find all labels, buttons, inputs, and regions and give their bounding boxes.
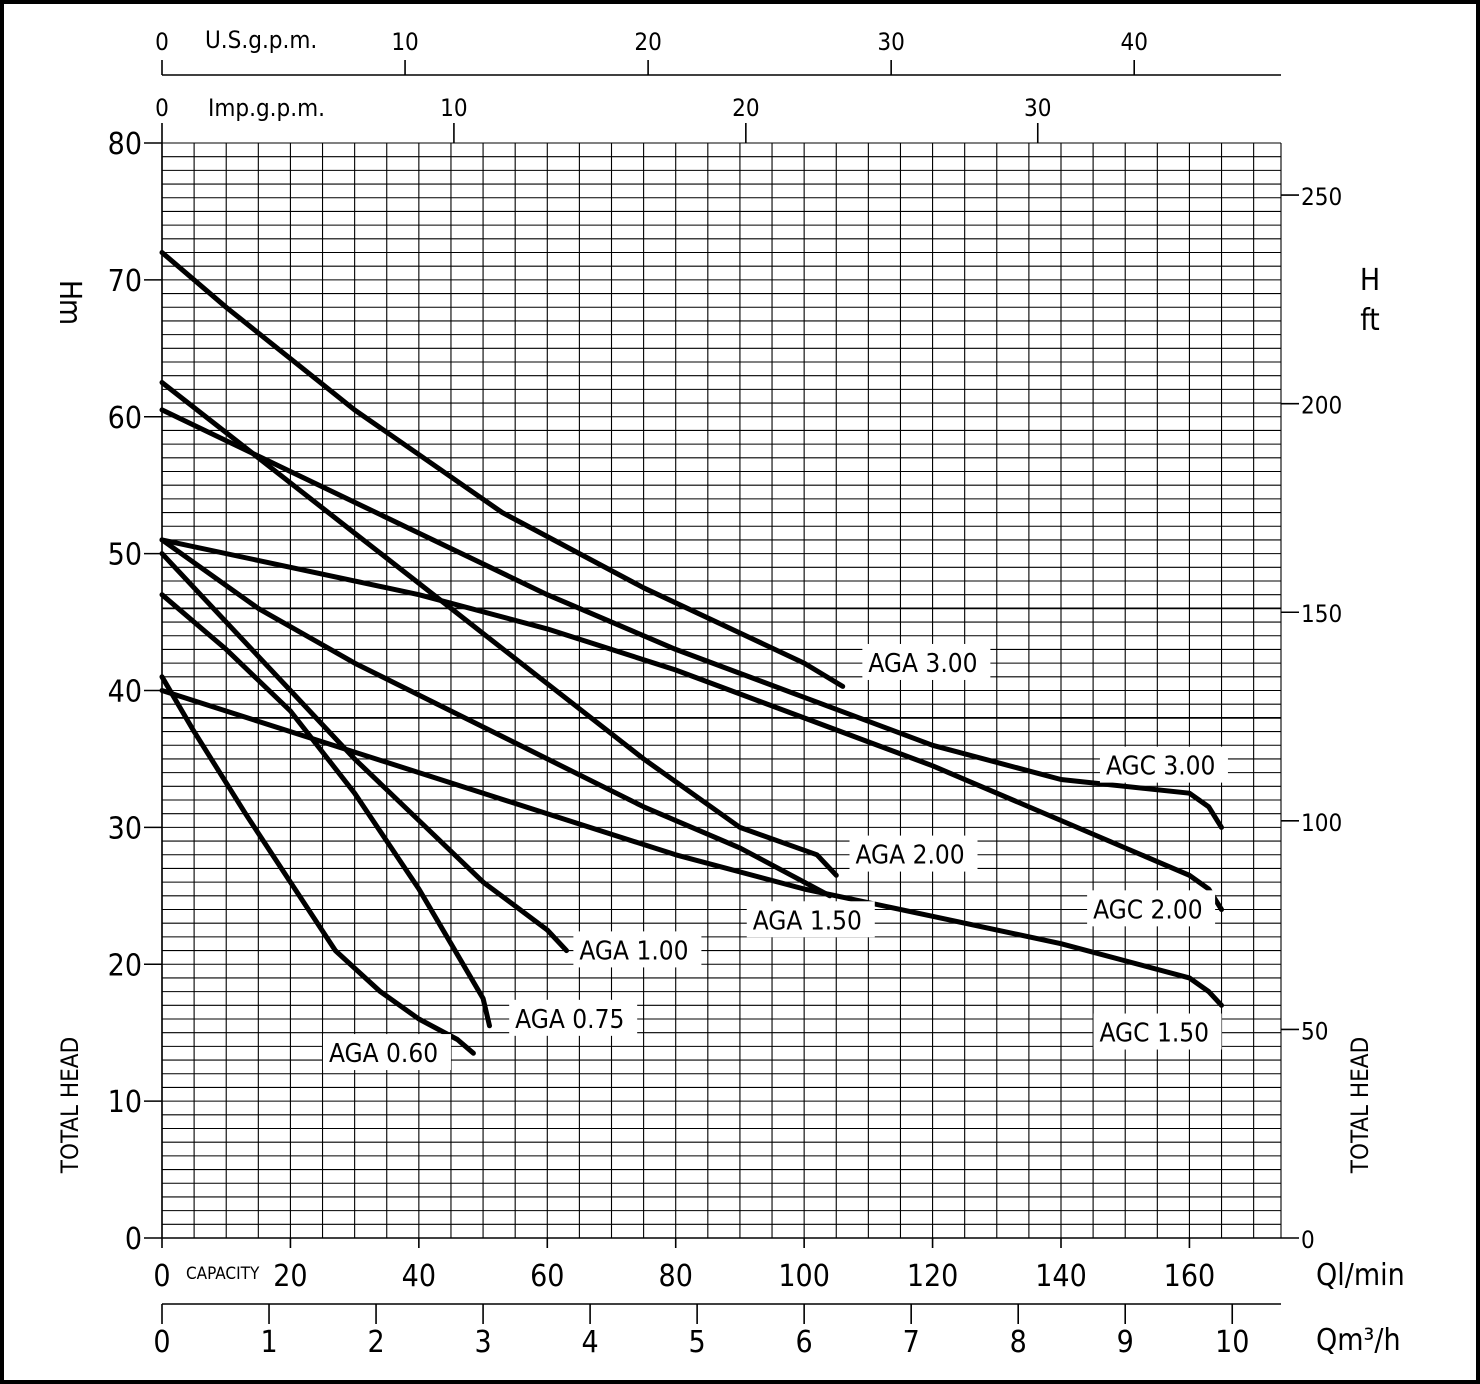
curve-label-aga-0-60: AGA 0.60: [329, 1039, 438, 1069]
curve-label-aga-2-00: AGA 2.00: [856, 841, 965, 871]
x-tick-label-lmin: 120: [907, 1259, 959, 1294]
curve-aga-3-00: [159, 250, 846, 689]
y-tick-label-right: 0: [1301, 1226, 1315, 1254]
curve-layer: [159, 250, 1224, 1056]
x-tick-label-m3h: 4: [582, 1325, 599, 1360]
top-axis-title-imp: Imp.g.p.m.: [208, 94, 325, 122]
top-tick-label-us: 30: [877, 28, 904, 56]
y-tick-label-left: 20: [108, 948, 142, 983]
y-tick-label-right: 200: [1301, 392, 1342, 420]
x-tick-label-m3h: 2: [367, 1325, 384, 1360]
x-tick-label-m3h: 5: [689, 1325, 706, 1360]
curve-label-aga-0-75: AGA 0.75: [515, 1005, 624, 1035]
x-tick-label-lmin: 140: [1035, 1259, 1087, 1294]
x-tick-label-m3h: 1: [260, 1325, 277, 1360]
x-axis-inline-capacity: CAPACITY: [186, 1264, 260, 1284]
curve-label-agc-2-00: AGC 2.00: [1093, 895, 1203, 925]
top-tick-label-us: 40: [1120, 28, 1147, 56]
x-tick-label-m3h: 10: [1215, 1325, 1249, 1360]
curve-agc-1-50: [159, 688, 1224, 1008]
curve-label-bg: [862, 643, 991, 680]
x-axis-title-lmin: Ql/min: [1316, 1258, 1405, 1293]
curve-label-aga-1-00: AGA 1.00: [579, 936, 688, 966]
curve-label-agc-1-50: AGC 1.50: [1100, 1019, 1210, 1049]
curve-aga-1-50: [159, 537, 833, 899]
curve-aga-0-75: [159, 592, 492, 1029]
y-tick-label-left: 60: [108, 401, 142, 436]
top-tick-label-imp: 0: [155, 94, 169, 122]
x-tick-label-lmin: 20: [273, 1259, 307, 1294]
curve-aga-2-00: [159, 380, 839, 878]
curve-label-bg: [746, 901, 875, 938]
y-tick-label-left: 30: [108, 811, 142, 846]
x-tick-label-m3h: 0: [153, 1325, 170, 1360]
y-tick-label-right: 250: [1301, 183, 1342, 211]
curve-agc-3-00: [159, 407, 1224, 830]
x-tick-label-lmin: 40: [402, 1259, 436, 1294]
y-axis-unit-left: m: [52, 299, 87, 325]
curve-label-bg: [573, 931, 702, 968]
y-tick-label-right: 150: [1301, 600, 1342, 628]
curve-label-aga-3-00: AGA 3.00: [868, 649, 977, 679]
grid-layer: [161, 142, 1282, 1239]
y-tick-label-left: 40: [108, 675, 142, 710]
top-tick-label-us: 0: [155, 28, 169, 56]
y-axis-letter-right: H: [1360, 263, 1380, 298]
curve-label-bg: [509, 999, 638, 1036]
x-axis-title-m3h: Qm³/h: [1316, 1323, 1401, 1358]
curve-label-layer: AGA 0.60 AGA 0.75 AGA 1.00 AGA 1.50 AGA 2.00…: [322, 643, 1228, 1071]
y-tick-label-left: 50: [108, 538, 142, 573]
x-tick-label-m3h: 7: [903, 1325, 920, 1360]
y-axis-letter-left: H: [52, 280, 87, 300]
top-axis-title-us: U.S.g.p.m.: [205, 26, 317, 54]
x-tick-label-m3h: 6: [796, 1325, 813, 1360]
x-tick-label-lmin: 80: [659, 1259, 693, 1294]
x-tick-label-lmin: 160: [1164, 1259, 1216, 1294]
x-tick-label-lmin: 60: [530, 1259, 564, 1294]
x-tick-label-m3h: 8: [1010, 1325, 1027, 1360]
curve-label-bg: [849, 835, 978, 872]
curve-label-bg: [1099, 746, 1228, 783]
y-tick-label-left: 80: [108, 127, 142, 162]
curve-agc-2-00: [159, 537, 1224, 912]
curve-label-agc-3-00: AGC 3.00: [1106, 752, 1216, 782]
y-axis-unit-right: ft: [1360, 303, 1380, 338]
curve-label-bg: [1093, 1013, 1222, 1050]
top-tick-label-imp: 10: [440, 94, 467, 122]
curve-label-bg: [1087, 890, 1216, 927]
curve-aga-0-60: [159, 674, 476, 1056]
curve-label-aga-1-50: AGA 1.50: [753, 906, 862, 936]
y-tick-label-left: 70: [108, 264, 142, 299]
curve-aga-1-00: [159, 551, 569, 954]
x-tick-label-lmin: 0: [153, 1259, 170, 1294]
curve-label-bg: [322, 1034, 451, 1071]
top-tick-label-imp: 20: [732, 94, 759, 122]
y-tick-label-left: 10: [108, 1085, 142, 1120]
x-tick-label-lmin: 100: [778, 1259, 830, 1294]
y-axis-side-label-left: TOTAL HEAD: [56, 1037, 84, 1174]
y-axis-side-label-right: TOTAL HEAD: [1346, 1037, 1374, 1174]
top-tick-label-us: 20: [634, 28, 661, 56]
y-tick-label-right: 100: [1301, 809, 1342, 837]
x-tick-label-m3h: 9: [1117, 1325, 1134, 1360]
top-tick-label-us: 10: [391, 28, 418, 56]
y-tick-label-left: 0: [125, 1222, 142, 1257]
y-tick-label-right: 50: [1301, 1017, 1328, 1045]
x-tick-label-m3h: 3: [474, 1325, 491, 1360]
top-tick-label-imp: 30: [1024, 94, 1051, 122]
